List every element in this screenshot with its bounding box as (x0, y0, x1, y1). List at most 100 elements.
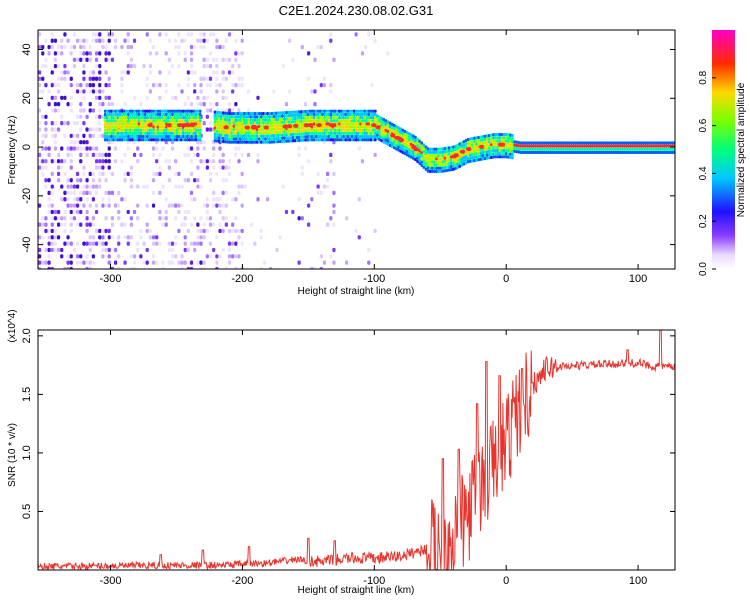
spectrogram-noise-cell (101, 254, 105, 259)
spectrogram-noise-cell (205, 159, 209, 164)
spectrogram-ridge-cell (196, 115, 200, 120)
spectrogram-ridge-cell (424, 148, 428, 152)
spectrogram-noise-cell (148, 235, 152, 240)
spectrogram-ridge-cell (232, 140, 236, 144)
spectrogram-noise-cell (69, 260, 73, 265)
spectrogram-ridge-cell (593, 150, 597, 155)
spectrogram-ridge-cell (234, 112, 238, 116)
spectrogram-noise-cell (170, 247, 175, 253)
spectrogram-ridge-cell (186, 138, 189, 142)
spectrogram-noise-cell (196, 184, 200, 189)
spectrogram-noise-cell (300, 171, 304, 176)
spectrogram-ridge-cell (443, 150, 447, 154)
spectrogram-noise-cell (110, 266, 114, 269)
spectrogram-noise-cell (145, 95, 149, 100)
spectrogram-noise-cell (44, 146, 48, 151)
spectrogram-noise-cell (151, 152, 156, 157)
spectrogram-ridge-cell (382, 133, 386, 138)
spectrogram-ridge-cell (371, 138, 375, 142)
spectrogram-noise-cell (367, 32, 371, 37)
spectrogram-noise-cell (38, 108, 42, 113)
spectrogram-ridge-cell (625, 141, 628, 145)
spectrogram-ridge-cell (412, 153, 415, 157)
spectrogram-ridge-cell (146, 115, 149, 120)
spectrogram-noise-cell (98, 133, 102, 138)
spectrogram-ridge-cell (118, 134, 122, 139)
spectrogram-noise-cell (215, 38, 219, 43)
spectrogram-ridge-cell (279, 124, 282, 128)
spectrogram-noise-cell (186, 266, 190, 269)
spectrogram-noise-cell (291, 209, 295, 215)
spectrogram-ridge-cell (270, 124, 274, 128)
spectrogram-ridge-cell (506, 152, 510, 156)
spectrogram-noise-cell (208, 32, 213, 37)
spectrogram-ridge-cell (437, 160, 440, 164)
spectrogram-noise-cell (158, 209, 162, 215)
spectrogram-ridge-cell (477, 142, 481, 146)
spectrogram-ridge-cell (222, 139, 225, 144)
spectrogram-ridge-cell (300, 129, 303, 133)
spectrogram-ridge-cell (582, 147, 586, 151)
spectrogram-noise-cell (38, 260, 42, 265)
spectrogram-ridge-cell (293, 129, 297, 133)
spectrogram-ridge-cell (171, 119, 175, 123)
spectrogram-ridge-cell (298, 138, 301, 142)
spectrogram-noise-cell (183, 38, 187, 43)
spectrogram-noise-cell (174, 241, 178, 246)
spectrogram-ridge-cell (625, 150, 628, 155)
spectrogram-ridge-cell (608, 141, 611, 145)
spectrogram-ridge-cell (414, 142, 417, 146)
spectrogram-ridge-cell (346, 138, 350, 142)
spectrogram-ridge-cell (409, 139, 413, 143)
spectrogram-noise-cell (41, 165, 45, 170)
spectrogram-ridge-cell (380, 126, 383, 130)
spectrogram-ridge-cell (308, 138, 312, 142)
spectrogram-ridge-cell (407, 154, 411, 158)
spectrogram-noise-cell (164, 222, 168, 227)
spectrogram-ridge-cell (196, 119, 200, 123)
spectrogram-ridge-cell (342, 119, 345, 123)
spectrogram-noise-cell (345, 260, 349, 265)
spectrogram-ridge-cell (171, 128, 175, 132)
spectrogram-noise-cell (94, 63, 99, 69)
spectrogram-ridge-cell (103, 138, 107, 142)
spectrogram-ridge-cell (276, 130, 280, 134)
spectrogram-ridge-cell (260, 127, 263, 132)
spectrogram-ridge-cell (506, 145, 510, 150)
spectrogram-ridge-cell (276, 136, 280, 141)
spectrogram-ridge-cell (409, 149, 413, 153)
spectrogram-ridge-cell (504, 155, 508, 159)
spectrogram-ridge-cell (473, 149, 476, 153)
spectrogram-ridge-cell (116, 138, 120, 142)
spectrogram-ridge-cell (443, 162, 447, 167)
spectrogram-noise-cell (120, 89, 124, 94)
spectrogram-noise-cell (208, 171, 213, 176)
spectrogram-ridge-cell (103, 122, 107, 126)
spectrogram-ridge-cell (171, 112, 175, 116)
spectrogram-noise-cell (69, 102, 73, 107)
spectrogram-ridge-cell (477, 135, 481, 140)
spectrogram-peak-cell (263, 125, 270, 130)
spectrogram-ridge-cell (110, 125, 113, 129)
spectrogram-ridge-cell (222, 133, 225, 137)
spectrogram-noise-cell (218, 165, 222, 170)
spectrogram-ridge-cell (380, 139, 383, 143)
spectrogram-noise-cell (56, 165, 61, 170)
spectrogram-ridge-cell (450, 149, 453, 153)
spectrogram-noise-cell (41, 89, 45, 94)
spectrogram-ridge-cell (224, 133, 227, 137)
spectrogram-ridge-cell (304, 113, 308, 117)
spectrogram-noise-cell (322, 184, 327, 189)
spectrogram-ridge-cell (314, 131, 318, 136)
spectrogram-ridge-cell (369, 109, 373, 113)
spectrogram-peak-cell (330, 123, 337, 128)
spectrogram-noise-cell (63, 133, 67, 138)
spectrogram-ridge-cell (371, 119, 375, 123)
spectrogram-ridge-cell (272, 118, 276, 122)
spectrogram-ridge-cell (108, 119, 111, 123)
spectrogram-ridge-cell (112, 119, 115, 123)
spectrogram-ridge-cell (344, 109, 348, 113)
spectrogram-noise-cell (186, 228, 190, 234)
spectrogram-noise-cell (82, 76, 86, 81)
spectrogram-ridge-cell (139, 128, 143, 132)
